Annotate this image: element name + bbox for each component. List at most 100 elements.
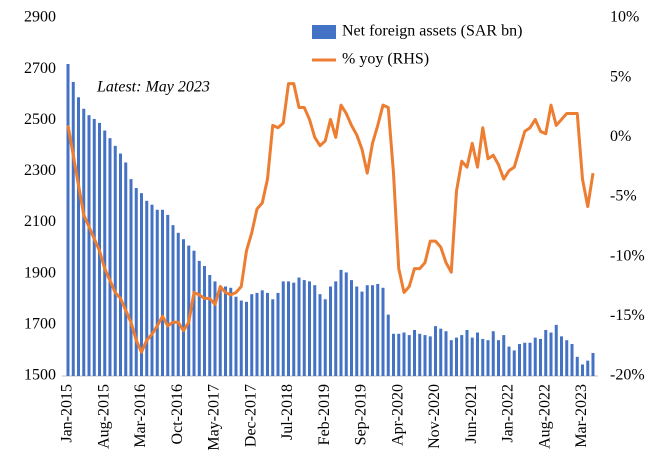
bar (586, 360, 590, 376)
bar (218, 286, 222, 376)
bar (71, 81, 75, 376)
y-tick-label: 2100 (24, 213, 56, 230)
bar (539, 338, 542, 376)
bar (224, 286, 227, 376)
bar (292, 282, 296, 376)
bar (308, 281, 311, 376)
bar (77, 97, 80, 377)
bar (350, 280, 353, 376)
x-tick-label: May-2017 (206, 384, 223, 451)
bar (276, 292, 280, 376)
bar (581, 364, 584, 376)
x-tick-label: Jun-2021 (463, 384, 480, 444)
bar (434, 326, 437, 376)
x-tick-label: Mar-2023 (573, 384, 590, 448)
bar (92, 119, 96, 376)
x-tick-label: Jul-2018 (279, 384, 296, 440)
bar (591, 352, 595, 376)
bar (371, 285, 374, 376)
y-tick-label: 2900 (24, 9, 56, 26)
bar (575, 356, 579, 376)
bar (255, 292, 259, 376)
bar (187, 245, 191, 376)
x-tick-label: Mar-2016 (132, 384, 149, 448)
x-tick-label: Oct-2016 (169, 384, 186, 444)
bar (302, 280, 306, 376)
bar (507, 346, 511, 376)
bar (376, 283, 380, 376)
bar (428, 336, 432, 376)
bar (460, 335, 464, 376)
bar (470, 337, 474, 376)
bar (208, 274, 212, 376)
annotation: Latest: May 2023 (96, 79, 210, 96)
bar (397, 333, 401, 376)
bar (423, 335, 427, 376)
bar (455, 337, 458, 376)
bar (313, 285, 317, 376)
y-tick-label: 2500 (24, 111, 56, 128)
bar (129, 179, 133, 376)
bar (418, 333, 422, 376)
bar (386, 314, 390, 376)
bar (287, 281, 290, 376)
bar (323, 299, 327, 376)
legend-label: % yoy (RHS) (342, 51, 429, 68)
bar (407, 335, 411, 376)
bar (229, 287, 233, 376)
bar (250, 294, 254, 376)
bar (150, 204, 154, 376)
x-tick-label: Apr-2020 (389, 384, 406, 446)
bar (476, 332, 479, 376)
bar (192, 250, 196, 376)
bar (360, 291, 364, 376)
x-tick-label: Aug-2022 (536, 384, 553, 449)
bar (182, 239, 185, 376)
bar (444, 331, 448, 376)
bar (413, 329, 416, 376)
legend-label: Net foreign assets (SAR bn) (342, 23, 522, 40)
x-tick-label: Feb-2019 (316, 384, 333, 445)
bar (155, 209, 159, 376)
bar (113, 145, 117, 376)
x-tick-label: Jan-2015 (59, 384, 76, 443)
bar (392, 333, 395, 376)
x-tick-label: Jan-2022 (500, 384, 517, 443)
y2-tick-label: -20% (610, 367, 645, 384)
y2-tick-label: 10% (610, 9, 639, 26)
bar (281, 281, 285, 376)
bar (533, 337, 537, 376)
bar (518, 344, 521, 376)
bar (140, 193, 143, 376)
y-tick-label: 1900 (24, 264, 56, 281)
bar (119, 153, 122, 376)
y2-tick-label: -10% (610, 247, 645, 264)
bar (260, 290, 264, 376)
line (66, 82, 595, 354)
bar (497, 340, 500, 376)
bar (203, 266, 206, 376)
bar (549, 332, 553, 376)
bar (103, 130, 107, 376)
bar (334, 281, 338, 376)
bar (502, 335, 506, 376)
y-tick-label: 1700 (24, 316, 56, 333)
bar (365, 285, 369, 376)
bar (381, 287, 385, 376)
bar (512, 350, 516, 376)
bar (134, 188, 138, 376)
bar (339, 269, 343, 376)
bar (481, 338, 485, 376)
bar (486, 340, 490, 376)
bar (234, 296, 238, 376)
x-tick-label: Nov-2020 (426, 384, 443, 449)
bar (245, 301, 248, 376)
bar (87, 115, 91, 377)
bar (271, 299, 275, 376)
y-tick-label: 1500 (24, 367, 56, 384)
bar (161, 209, 164, 376)
bar (560, 336, 563, 376)
bar (565, 340, 569, 376)
bar (197, 260, 201, 376)
